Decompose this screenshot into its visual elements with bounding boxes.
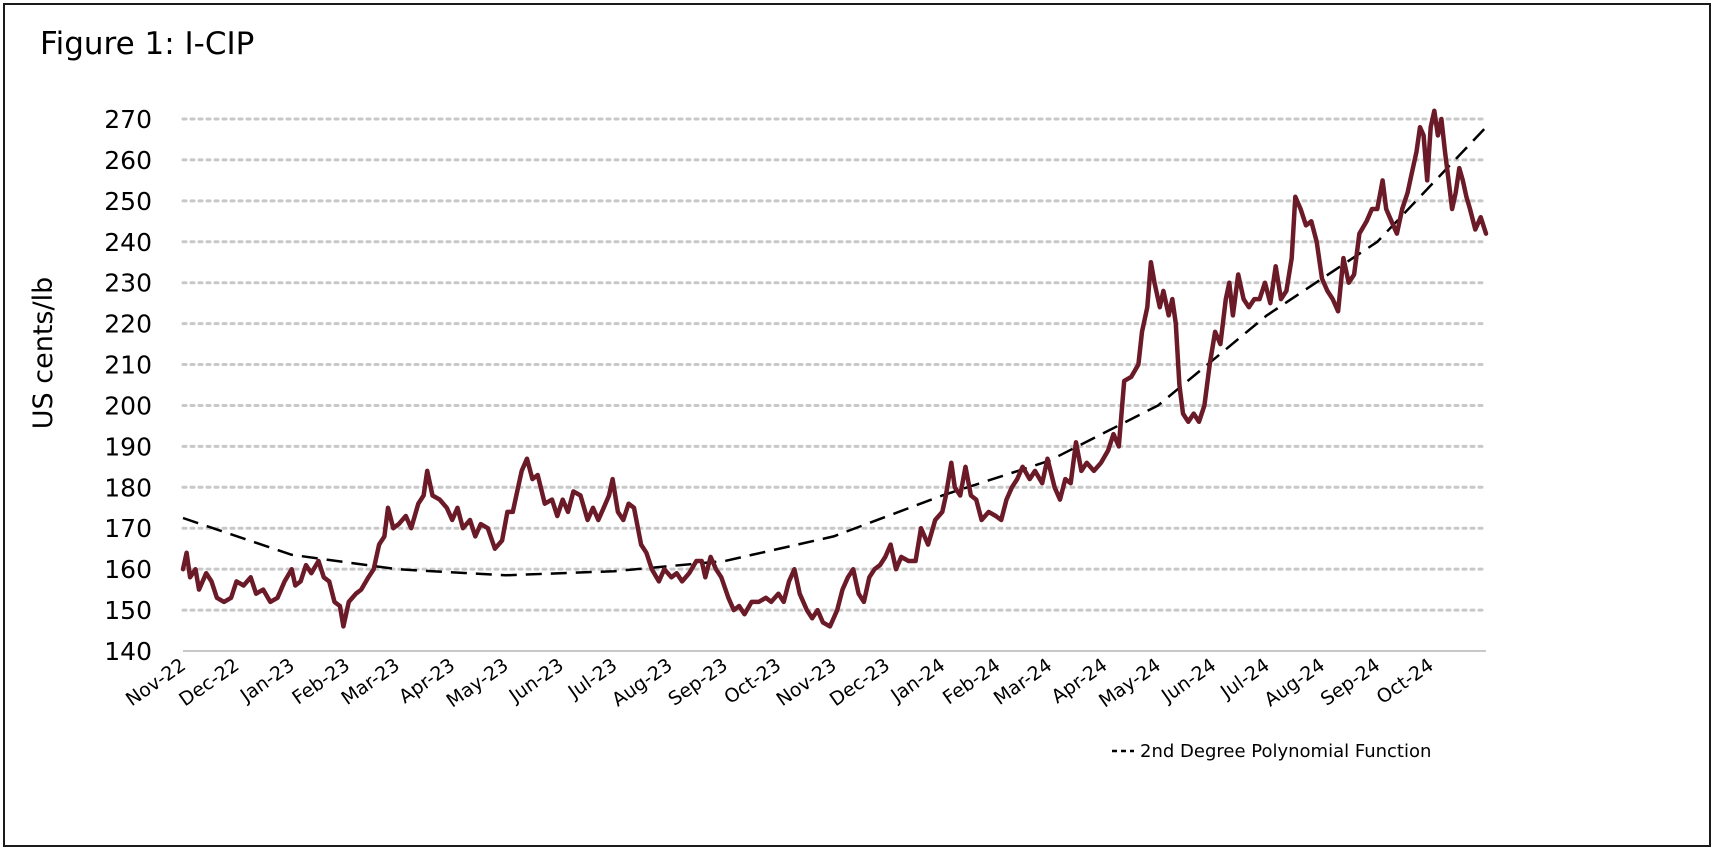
x-tick-label: Oct-24 bbox=[1373, 654, 1438, 709]
x-tick-label: Mar-24 bbox=[990, 654, 1056, 710]
gridlines bbox=[181, 117, 1488, 612]
x-tick-label: Jun-23 bbox=[505, 654, 568, 707]
trend-line-group bbox=[182, 126, 1487, 577]
y-tick-label: 210 bbox=[104, 351, 152, 380]
x-tick-label: Jan-24 bbox=[886, 654, 949, 707]
y-tick-label: 260 bbox=[104, 146, 152, 175]
x-tick-label: Sep-24 bbox=[1317, 654, 1384, 710]
trend-line bbox=[182, 126, 1487, 577]
x-tick-label: Mar-23 bbox=[337, 654, 403, 710]
y-tick-label: 150 bbox=[104, 596, 152, 625]
chart-title: Figure 1: I-CIP bbox=[40, 26, 255, 62]
x-tick-label: Dec-22 bbox=[175, 654, 243, 711]
legend-label-trend: 2nd Degree Polynomial Function bbox=[1140, 741, 1431, 762]
x-tick-label: May-23 bbox=[443, 654, 513, 712]
x-tick-label: Feb-24 bbox=[939, 654, 1005, 709]
y-tick-label: 240 bbox=[104, 228, 152, 257]
x-tick-label: Nov-23 bbox=[772, 654, 840, 711]
x-tick-labels: Nov-22Dec-22Jan-23Feb-23Mar-23Apr-23May-… bbox=[122, 654, 1438, 712]
x-tick-label: Dec-23 bbox=[826, 654, 894, 711]
x-tick-label: Aug-24 bbox=[1260, 654, 1328, 711]
y-tick-labels: 140 150 160 170 180 190 200 210 220 230 240 250 260 2… bbox=[104, 105, 152, 666]
y-tick-label: 140 bbox=[104, 637, 152, 666]
x-tick-label: Aug-23 bbox=[608, 654, 676, 711]
y-tick-label: 170 bbox=[104, 514, 152, 543]
y-axis-label: US cents/lb bbox=[28, 277, 59, 429]
x-tick-label: May-24 bbox=[1095, 654, 1165, 712]
y-tick-label: 250 bbox=[104, 187, 152, 216]
legend: 2nd Degree Polynomial Function bbox=[1112, 741, 1431, 762]
y-tick-label: 190 bbox=[104, 432, 152, 461]
y-tick-label: 270 bbox=[104, 105, 152, 134]
y-tick-label: 160 bbox=[104, 555, 152, 584]
x-tick-label: Oct-23 bbox=[720, 654, 785, 709]
y-tick-label: 200 bbox=[104, 391, 152, 420]
x-tick-label: Jun-24 bbox=[1157, 654, 1220, 707]
x-tick-label: Sep-23 bbox=[664, 654, 731, 710]
series-line bbox=[180, 108, 1489, 629]
x-tick-label: Jan-23 bbox=[236, 654, 299, 707]
series-line-group bbox=[180, 108, 1489, 629]
y-tick-label: 180 bbox=[104, 473, 152, 502]
y-tick-label: 230 bbox=[104, 269, 152, 298]
y-tick-label: 220 bbox=[104, 310, 152, 339]
